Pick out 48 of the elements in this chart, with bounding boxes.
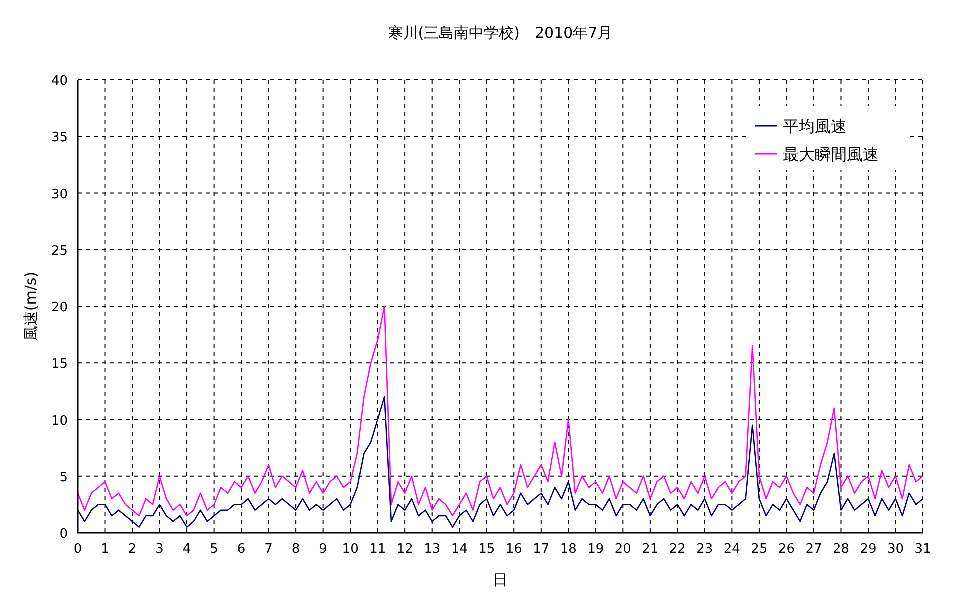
y-axis-title: 風速(m/s): [22, 272, 40, 342]
x-tick-label: 21: [642, 542, 659, 557]
x-tick-label: 25: [751, 542, 768, 557]
x-tick-label: 7: [264, 542, 273, 557]
x-tick-label: 1: [101, 542, 110, 557]
legend-label: 平均風速: [783, 117, 847, 136]
line-series: [77, 306, 924, 517]
y-tick-label: 15: [51, 357, 68, 372]
x-tick-label: 26: [778, 542, 795, 557]
line-series: [77, 396, 924, 528]
y-tick-label: 0: [60, 527, 68, 542]
x-tick-label: 23: [696, 542, 714, 557]
y-tick-label: 5: [60, 470, 68, 486]
x-tick-label: 27: [806, 542, 822, 557]
x-tick-label: 17: [533, 542, 550, 557]
y-tick-label: 20: [51, 300, 68, 316]
x-tick-label: 28: [832, 542, 850, 557]
x-tick-label: 24: [724, 542, 740, 557]
y-tick-label: 25: [51, 244, 68, 259]
chart-title: 寒川(三島南中学校) 2010年7月: [388, 24, 613, 42]
x-tick-label: 5: [210, 542, 218, 557]
y-tick-label: 30: [51, 187, 68, 202]
x-tick-label: 11: [370, 542, 386, 557]
y-tick-label: 10: [51, 414, 68, 429]
x-tick-label: 13: [424, 542, 441, 557]
x-tick-label: 19: [588, 542, 604, 557]
x-tick-label: 15: [478, 542, 496, 557]
x-tick-label: 2: [128, 542, 137, 557]
x-tick-label: 22: [669, 542, 686, 557]
x-tick-label: 31: [914, 542, 932, 557]
x-tick-label: 10: [342, 542, 359, 557]
x-tick-label: 4: [182, 542, 192, 557]
x-tick-label: 30: [887, 542, 904, 557]
x-axis-title: 日: [493, 571, 508, 589]
x-tick-label: 18: [560, 542, 577, 557]
x-tick-label: 16: [506, 542, 522, 557]
x-tick-label: 14: [451, 542, 468, 557]
x-tick-label: 12: [396, 542, 414, 557]
x-tick-label: 0: [74, 542, 82, 557]
x-tick-label: 20: [614, 542, 632, 557]
x-tick-label: 8: [292, 542, 300, 557]
legend-label: 最大瞬間風速: [783, 145, 879, 164]
x-tick-label: 6: [237, 542, 246, 557]
y-tick-label: 40: [51, 74, 68, 89]
y-tick-label: 35: [51, 130, 68, 146]
x-tick-label: 29: [860, 542, 877, 557]
x-tick-label: 3: [156, 542, 164, 557]
x-tick-label: 9: [319, 542, 328, 557]
